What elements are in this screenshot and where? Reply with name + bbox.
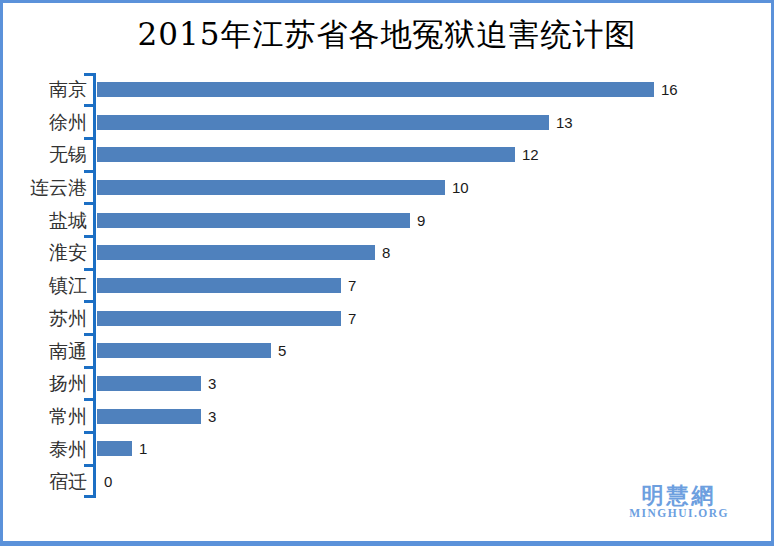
bar [97, 115, 549, 130]
bar-chart-plot-area: 南京16徐州13无锡12连云港10盐城9淮安8镇江7苏州7南通5扬州3常州3泰州… [3, 73, 771, 499]
category-label: 无锡 [3, 138, 87, 171]
category-label: 南京 [3, 73, 87, 106]
value-label: 16 [661, 81, 678, 98]
value-label: 1 [139, 440, 147, 457]
bar [97, 278, 341, 293]
bar [97, 245, 375, 260]
bar [97, 409, 201, 424]
category-label: 淮安 [3, 236, 87, 269]
category-label: 宿迁 [3, 465, 87, 498]
bar [97, 376, 201, 391]
value-label: 10 [452, 179, 469, 196]
category-label: 南通 [3, 335, 87, 368]
watermark-minghui-cjk: 明慧網 [629, 484, 729, 506]
value-label: 13 [556, 114, 573, 131]
category-label: 苏州 [3, 302, 87, 335]
value-label: 8 [382, 244, 390, 261]
value-label: 3 [208, 408, 216, 425]
value-label: 7 [348, 277, 356, 294]
watermark: 明慧網 MINGHUI.ORG [629, 484, 729, 520]
value-label: 3 [208, 375, 216, 392]
value-label: 9 [417, 212, 425, 229]
bar [97, 180, 445, 195]
category-label: 扬州 [3, 367, 87, 400]
value-label: 7 [348, 310, 356, 327]
chart-title: 2015年江苏省各地冤狱迫害统计图 [3, 14, 771, 56]
value-label: 12 [522, 146, 539, 163]
chart-frame: 2015年江苏省各地冤狱迫害统计图 南京16徐州13无锡12连云港10盐城9淮安… [0, 0, 774, 546]
value-label: 0 [104, 473, 112, 490]
bar [97, 213, 410, 228]
category-label: 盐城 [3, 204, 87, 237]
category-label: 徐州 [3, 106, 87, 139]
category-label: 镇江 [3, 269, 87, 302]
category-label: 泰州 [3, 433, 87, 466]
bar [97, 147, 515, 162]
category-label: 连云港 [3, 171, 87, 204]
bar [97, 311, 341, 326]
value-label: 5 [278, 342, 286, 359]
category-label: 常州 [3, 400, 87, 433]
value-axis-line [93, 73, 96, 498]
bar [97, 82, 654, 97]
bar [97, 441, 132, 456]
watermark-minghui-latin: MINGHUI.ORG [629, 508, 729, 520]
bar [97, 343, 271, 358]
